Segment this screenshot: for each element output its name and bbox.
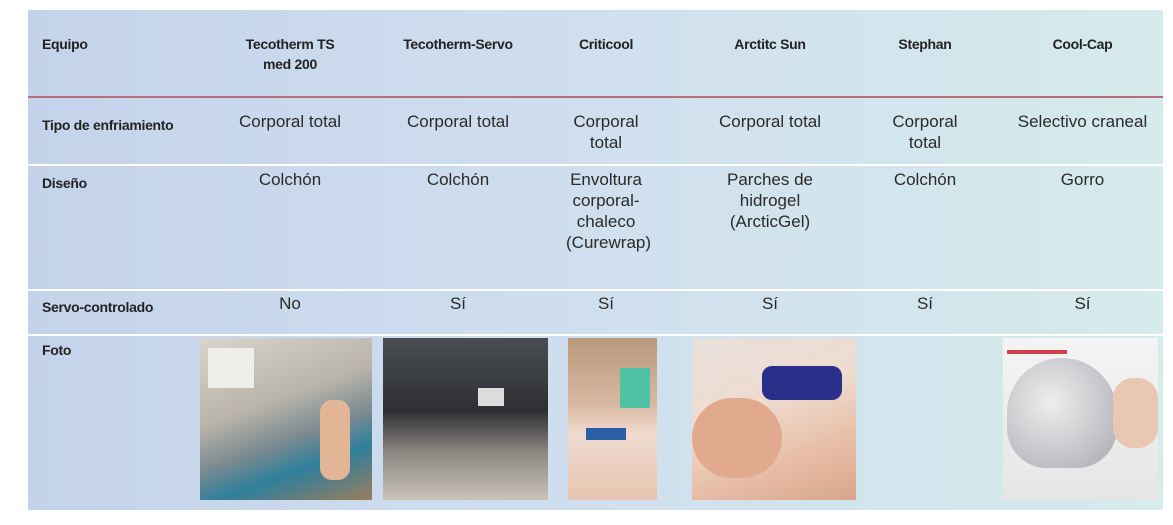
cell-text: Sí	[761, 294, 779, 313]
cell-text: Colchón	[893, 170, 957, 189]
photo	[692, 338, 856, 500]
photo	[200, 338, 372, 500]
cell-text: Parches de hidrogel (ArcticGel)	[727, 170, 813, 231]
cell-text: Selectivo craneal	[1017, 112, 1148, 131]
photo	[383, 338, 548, 500]
photo	[1003, 338, 1158, 500]
cell-text: Colchón	[258, 170, 322, 189]
row-label: Tipo de enfriamiento	[42, 117, 174, 133]
column-header: Tecotherm TS med 200	[245, 36, 335, 72]
row-label: Diseño	[42, 175, 87, 191]
row-rule	[28, 164, 1163, 166]
column-header: Cool-Cap	[1052, 36, 1113, 52]
cell-text: Corporal total	[573, 112, 639, 152]
cell-text: Gorro	[1060, 170, 1105, 189]
cell-text: Envoltura corporal-chaleco (Curewrap)	[566, 170, 652, 252]
row-rule	[28, 289, 1163, 291]
column-header: Tecotherm-Servo	[403, 36, 513, 52]
cell-text: Corporal total	[892, 112, 958, 152]
row-rule	[28, 334, 1163, 336]
cell-text: Colchón	[426, 170, 490, 189]
row-label: Servo-controlado	[42, 299, 154, 315]
column-header: Equipo	[42, 36, 88, 52]
cell-text: Corporal total	[718, 112, 822, 131]
column-header: Arctitc Sun	[734, 36, 806, 52]
column-header: Stephan	[898, 36, 952, 52]
photo	[568, 338, 657, 500]
cell-text: Sí	[1074, 294, 1091, 313]
header-rule	[28, 96, 1163, 98]
cell-text: Sí	[916, 294, 934, 313]
cell-text: Corporal total	[238, 112, 342, 131]
cell-text: No	[279, 294, 301, 313]
row-label: Foto	[42, 342, 72, 358]
column-header: Criticool	[578, 36, 634, 52]
cell-text: Sí	[597, 294, 615, 313]
cell-text: Sí	[449, 294, 467, 313]
cell-text: Corporal total	[406, 112, 510, 131]
